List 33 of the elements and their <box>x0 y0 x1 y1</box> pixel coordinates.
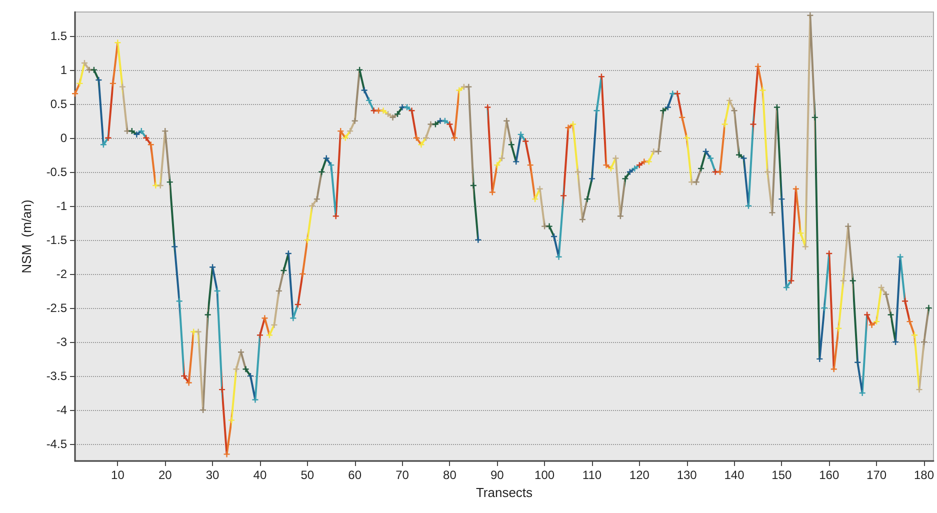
y-tick-label: -1.5 <box>46 232 68 247</box>
y-tick-label: -1 <box>56 198 68 213</box>
x-tick-label: 50 <box>300 468 314 482</box>
x-tick-label: 160 <box>819 468 840 482</box>
y-tick-label: 1.5 <box>50 28 68 43</box>
x-tick-label: 150 <box>772 468 792 482</box>
x-tick-label: 20 <box>158 468 172 482</box>
y-tick-label: 1 <box>60 62 68 77</box>
x-tick-label: 120 <box>629 468 650 482</box>
y-tick-label: -3 <box>56 334 68 349</box>
y-tick-label: -4.5 <box>46 436 68 451</box>
x-tick-label: 100 <box>534 468 555 482</box>
x-tick-label: 80 <box>443 468 457 482</box>
x-tick-label: 110 <box>582 468 602 482</box>
y-tick-label: 0 <box>60 130 68 145</box>
y-tick-label: -4 <box>56 402 68 417</box>
y-axis-title: NSM (m/an) <box>19 200 34 274</box>
y-tick-label: -2 <box>56 266 68 281</box>
x-tick-label: 70 <box>396 468 410 482</box>
y-tick-label: 0.5 <box>50 96 68 111</box>
x-tick-label: 180 <box>914 468 934 482</box>
x-tick-label: 140 <box>724 468 745 482</box>
x-tick-label: 130 <box>676 468 698 482</box>
y-tick-label: -0.5 <box>46 164 68 179</box>
x-tick-label: 60 <box>348 468 362 482</box>
x-axis-title: Transects <box>476 484 534 500</box>
y-tick-label: -2.5 <box>46 300 68 315</box>
x-tick-label: 30 <box>206 468 220 482</box>
y-tick-label: -3.5 <box>46 368 68 383</box>
x-tick-label: 40 <box>253 468 267 482</box>
x-tick-label: 170 <box>866 468 887 482</box>
x-tick-label: 90 <box>490 468 504 482</box>
x-tick-label: 10 <box>111 468 125 482</box>
